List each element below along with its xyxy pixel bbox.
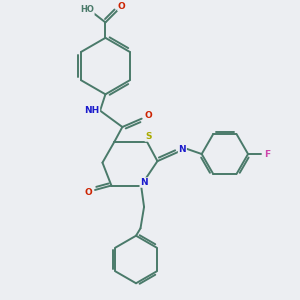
Text: N: N xyxy=(140,178,148,187)
Text: O: O xyxy=(118,2,126,10)
Text: S: S xyxy=(145,132,152,141)
Text: HO: HO xyxy=(80,5,94,14)
Text: F: F xyxy=(264,149,270,158)
Text: O: O xyxy=(144,111,152,120)
Text: N: N xyxy=(178,145,186,154)
Text: O: O xyxy=(85,188,92,197)
Text: NH: NH xyxy=(84,106,99,115)
